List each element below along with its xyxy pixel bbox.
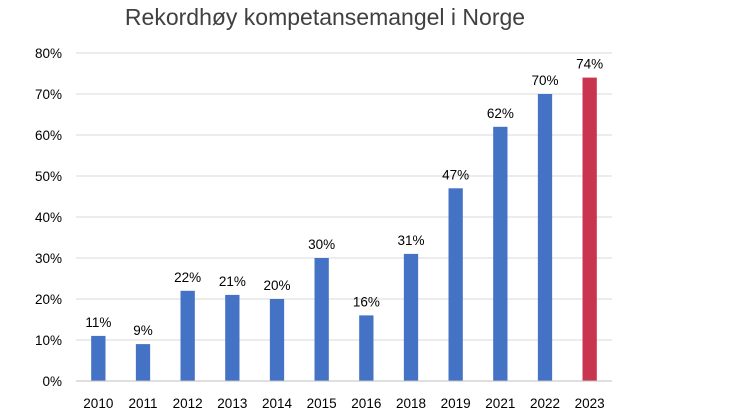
chart-title: Rekordhøy kompetansemangel i Norge <box>125 4 525 30</box>
bar <box>180 290 195 381</box>
x-tick-label: 2023 <box>575 396 605 411</box>
x-tick-label: 2013 <box>217 396 247 411</box>
data-labels: 11% 9% 22% 21% 20% 30% 16% 31% 47% 62% 70% 74% <box>85 57 603 339</box>
gridlines <box>76 52 612 341</box>
data-label: 11% <box>85 315 111 330</box>
bars <box>91 77 597 381</box>
data-label: 70% <box>531 73 558 88</box>
y-tick-label: 40% <box>35 210 62 225</box>
x-tick-label: 2022 <box>530 396 560 411</box>
x-tick-label: 2021 <box>485 396 515 411</box>
x-tick-label: 2012 <box>173 396 203 411</box>
data-label: 9% <box>133 323 153 338</box>
x-tick-label: 2014 <box>262 396 293 411</box>
y-tick-label: 0% <box>42 374 62 389</box>
bar <box>582 77 597 381</box>
bar <box>493 126 508 381</box>
bar <box>537 94 553 381</box>
data-label: 16% <box>353 294 380 309</box>
y-axis-ticks: 0% 10% 20% 30% 40% 50% 60% 70% 80% <box>35 46 62 389</box>
data-label: 74% <box>576 57 603 72</box>
y-tick-label: 50% <box>35 169 62 184</box>
x-tick-label: 2010 <box>83 396 113 411</box>
y-tick-label: 30% <box>35 251 62 266</box>
x-tick-label: 2018 <box>396 396 426 411</box>
data-label: 21% <box>219 274 246 289</box>
y-tick-label: 70% <box>35 87 62 102</box>
x-tick-label: 2019 <box>441 396 471 411</box>
x-tick-label: 2011 <box>128 396 157 411</box>
data-label: 30% <box>308 237 335 252</box>
x-tick-label: 2016 <box>351 396 381 411</box>
bar <box>269 299 285 381</box>
data-label: 20% <box>263 278 290 293</box>
y-tick-label: 20% <box>35 292 62 307</box>
y-tick-label: 10% <box>35 333 62 348</box>
bar <box>91 335 106 381</box>
data-label: 47% <box>442 167 469 182</box>
x-tick-label: 2015 <box>307 396 337 411</box>
data-label: 31% <box>397 233 424 248</box>
x-axis-ticks: 2010 2011 2012 2013 2014 2015 2016 2018 2019 2021… <box>83 396 604 411</box>
bar <box>314 258 329 381</box>
y-tick-label: 60% <box>35 128 62 143</box>
bar <box>403 253 419 381</box>
data-label: 22% <box>174 270 201 285</box>
bar <box>135 344 151 381</box>
bar <box>359 315 374 381</box>
data-label: 62% <box>487 106 514 121</box>
y-tick-label: 80% <box>35 46 62 61</box>
bar <box>448 188 463 381</box>
bar <box>225 294 240 381</box>
